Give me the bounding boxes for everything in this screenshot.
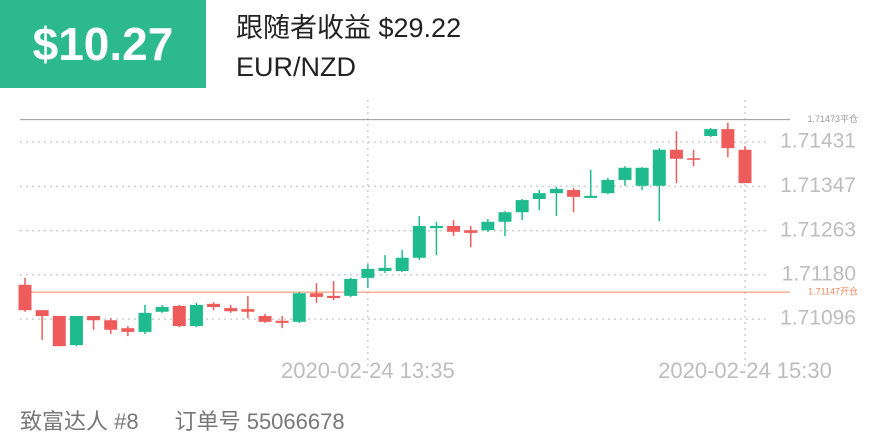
candle-body [412, 226, 426, 258]
trader: 致富达人 #8 [20, 409, 139, 434]
candle-body [669, 149, 683, 159]
candle-body [241, 309, 255, 312]
candle-body [738, 149, 752, 184]
candle-body [704, 129, 718, 136]
candle-body [327, 295, 341, 298]
candle-body [87, 316, 101, 321]
candle-body [395, 257, 409, 271]
candle-body [567, 190, 581, 197]
candle-body [207, 303, 221, 307]
candle-body [652, 149, 666, 186]
candle-body [618, 167, 632, 180]
candle-body [344, 278, 358, 296]
candle-body [549, 188, 563, 194]
y-tick-label: 1.71431 [780, 129, 856, 152]
profit: $10.27 [0, 0, 206, 88]
follower-profit: 跟随者收益 $29.22 [236, 13, 462, 43]
symbol: EUR/NZD [236, 52, 356, 82]
candle-body [687, 158, 701, 160]
candle-body [601, 179, 615, 194]
candle-body [721, 129, 735, 149]
candle-body [584, 195, 598, 198]
reference-label: 1.71147开仓 [808, 286, 858, 297]
candle-body [532, 193, 546, 199]
candle-body [155, 307, 169, 312]
candle-body [52, 316, 66, 347]
candle-body [378, 267, 392, 271]
footer: 致富达人 #8 订单号 55066678 [20, 404, 381, 436]
candle-body [498, 212, 512, 222]
candle-body [464, 230, 478, 233]
y-tick-label: 1.71263 [780, 218, 856, 241]
candle-body [35, 310, 49, 316]
chart: 1.71431 1.71347 1.71263 1.71180 1.71096 2020-… [18, 100, 858, 383]
candle-body [635, 167, 649, 186]
y-tick-label: 1.71180 [782, 262, 856, 285]
candle-body [258, 316, 272, 322]
candle-body [275, 320, 289, 323]
order-number: 订单号 55066678 [174, 409, 345, 434]
x-tick-label: 2020-02-24 13:35 [281, 358, 455, 383]
reference-label: 1.71473平仓 [807, 113, 858, 124]
candle-body [189, 304, 203, 327]
candle-body [18, 284, 32, 311]
candle-body [104, 320, 118, 330]
candle-body [515, 200, 529, 213]
candle-body [69, 316, 83, 346]
candle-body [292, 293, 306, 322]
candle-body [172, 305, 186, 327]
candle-body [361, 268, 375, 278]
y-tick-label: 1.71096 [780, 307, 856, 330]
x-tick-label: 2020-02-24 15:30 [658, 358, 832, 383]
y-tick-label: 1.71347 [780, 174, 856, 197]
candle-body [447, 226, 461, 232]
candle-body [121, 328, 135, 332]
candle-body [138, 312, 152, 332]
candle-body [224, 308, 238, 312]
candle-body [429, 226, 443, 229]
candle-body [481, 221, 495, 231]
candle-body [309, 293, 323, 297]
